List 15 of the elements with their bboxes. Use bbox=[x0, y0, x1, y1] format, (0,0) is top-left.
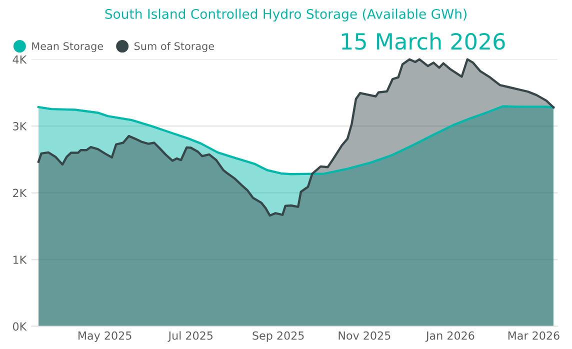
x-tick-label: Sep 2025 bbox=[252, 331, 304, 342]
y-tick-label: 2K bbox=[13, 188, 27, 198]
x-tick-label: Nov 2025 bbox=[338, 331, 390, 340]
legend-label: Mean Storage bbox=[32, 42, 104, 52]
x-tick-label: Jul 2025 bbox=[168, 331, 213, 342]
y-tick-label: 0K bbox=[12, 322, 27, 331]
legend-label: Sum of Storage bbox=[134, 42, 214, 52]
y-tick-label: 4K bbox=[12, 55, 27, 64]
text: 15 March 2026 bbox=[342, 32, 505, 50]
x-tick-label: Jan 2026 bbox=[425, 331, 474, 342]
chart-title: South Island Controlled Hydro Storage (Available GWh) bbox=[105, 8, 466, 22]
y-tick-label: 3K bbox=[13, 122, 27, 130]
y-tick-label: 1K bbox=[13, 256, 27, 264]
x-tick-label: Mar 2026 bbox=[508, 331, 560, 340]
x-tick-label: May 2025 bbox=[78, 331, 132, 342]
